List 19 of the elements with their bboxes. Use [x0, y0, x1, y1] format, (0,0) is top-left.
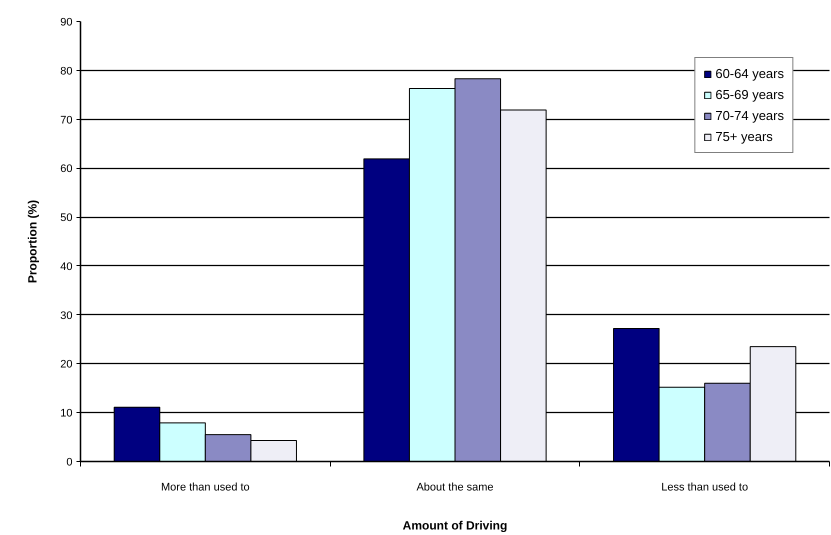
- y-tick-label: 0: [66, 456, 73, 468]
- y-tick-label: 90: [60, 16, 73, 28]
- y-tick-label: 80: [60, 65, 73, 78]
- y-tick-label: 20: [60, 358, 73, 371]
- legend-label: 60-64 years: [715, 66, 784, 81]
- x-tick-label: More than used to: [161, 482, 250, 494]
- x-tick-label: Less than used to: [661, 482, 748, 494]
- y-tick-label: 40: [60, 260, 73, 273]
- x-axis-title: Amount of Driving: [402, 518, 508, 532]
- y-tick-label: 60: [60, 163, 73, 176]
- y-tick-label: 50: [60, 212, 73, 224]
- y-tick-label: 30: [60, 310, 73, 322]
- y-tick-label: 10: [60, 408, 73, 420]
- y-tick-label: 70: [60, 114, 73, 126]
- legend-label: 70-74 years: [715, 108, 784, 123]
- y-axis-title: Proportion (%): [25, 200, 40, 284]
- x-tick-label: About the same: [416, 482, 494, 494]
- legend-label: 75+ years: [715, 129, 773, 144]
- legend-label: 65-69 years: [715, 87, 784, 102]
